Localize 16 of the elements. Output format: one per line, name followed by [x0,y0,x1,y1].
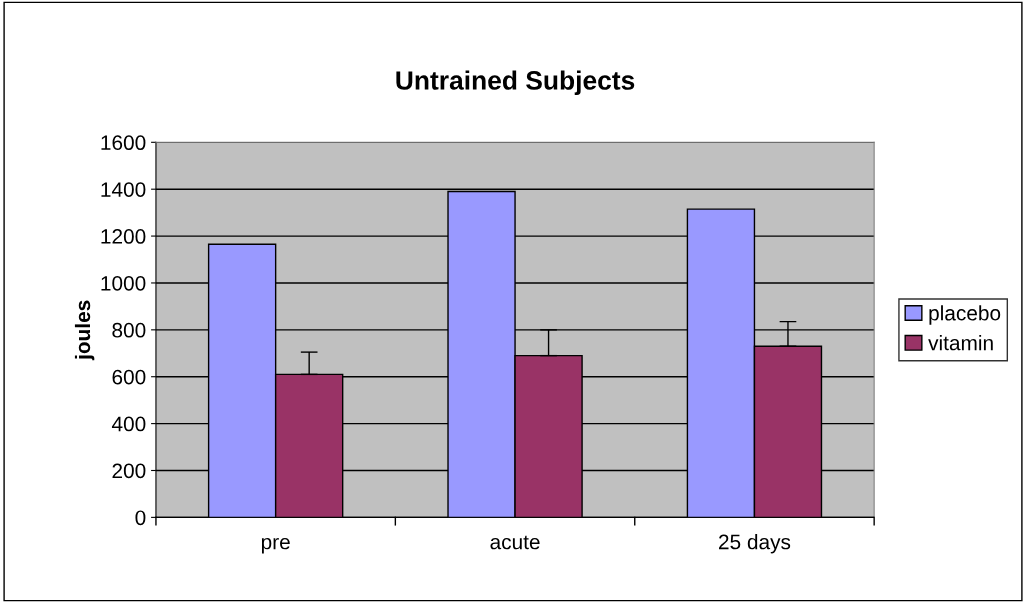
x-tick-label: acute [490,535,540,550]
y-axis-title: joules [74,300,95,361]
y-tick-label: 800 [112,322,146,338]
y-tick-label: 1600 [101,135,146,151]
y-tick-label: 200 [112,463,146,479]
y-tick-label: 400 [111,416,146,432]
y-tick-label: 1000 [101,275,146,291]
chart-title: Untrained Subjects [396,70,635,96]
y-tick-label: 1400 [101,182,146,197]
legend-label: vitamin [928,335,993,351]
x-tick-label: 25 days [719,534,791,554]
y-tick-label: 1200 [101,229,146,244]
legend-label: placebo [929,305,1001,325]
x-tick-label: pre [261,537,290,554]
y-tick-label: 600 [112,369,146,385]
y-tick-label: 0 [135,510,146,526]
